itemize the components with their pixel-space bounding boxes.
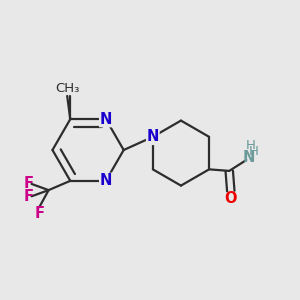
Text: F: F (23, 176, 34, 191)
Text: N: N (100, 173, 112, 188)
Text: N: N (243, 150, 255, 165)
Text: CH₃: CH₃ (55, 82, 80, 95)
Text: H: H (246, 139, 256, 152)
Text: H: H (249, 145, 259, 158)
Text: N: N (100, 112, 112, 127)
Text: O: O (224, 191, 237, 206)
Text: F: F (34, 206, 44, 221)
Text: N: N (147, 129, 159, 144)
Text: F: F (23, 189, 34, 204)
